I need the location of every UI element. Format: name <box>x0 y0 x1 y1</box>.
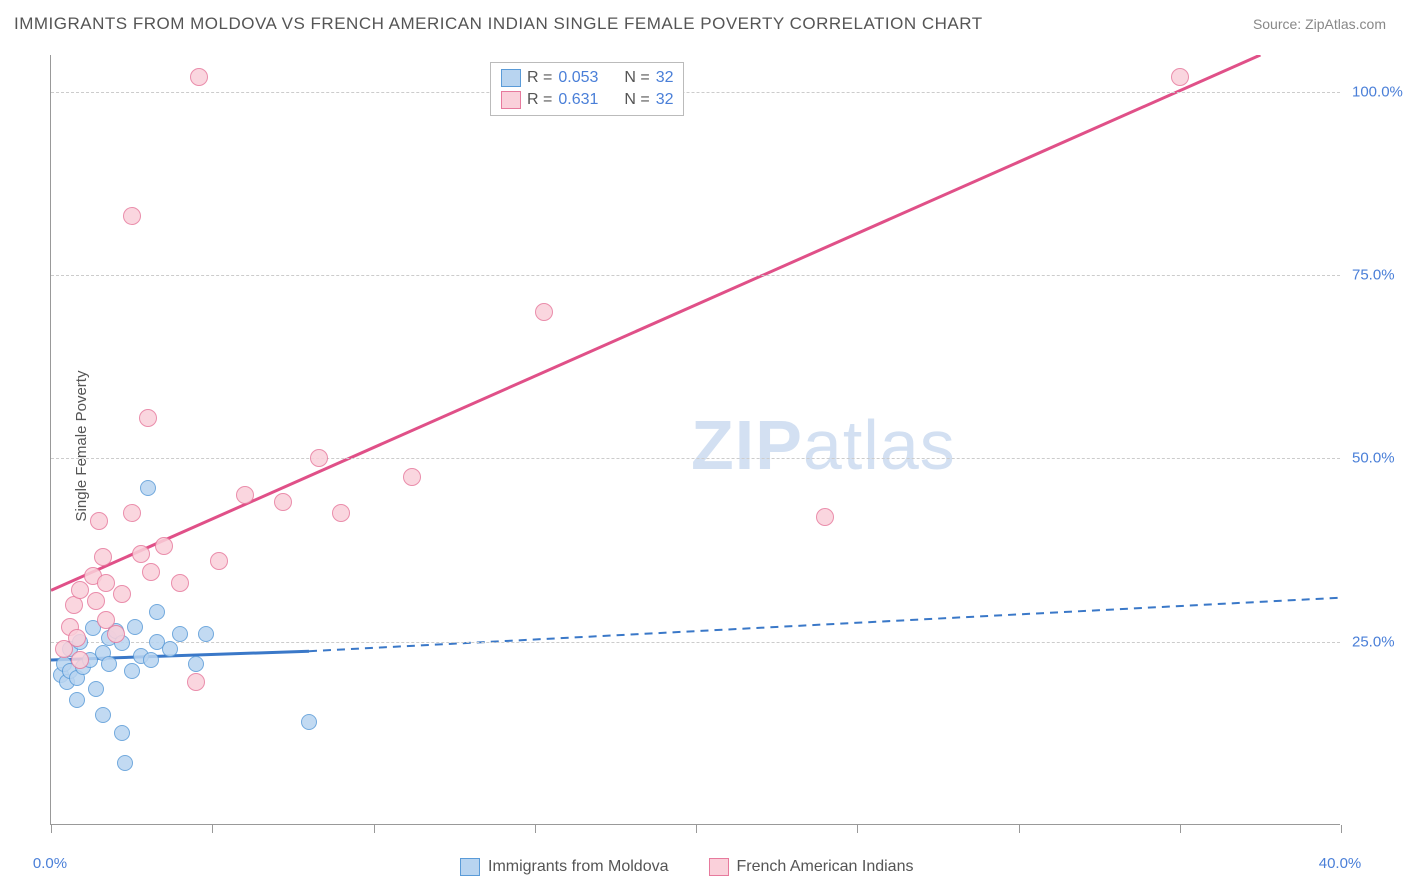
data-point <box>1171 68 1189 86</box>
r-value-1: 0.053 <box>558 69 608 87</box>
grid-line <box>51 275 1340 276</box>
y-tick-label: 50.0% <box>1352 450 1395 467</box>
x-tick <box>51 825 52 833</box>
watermark-light: atlas <box>803 406 956 484</box>
data-point <box>171 574 189 592</box>
legend-row-1: R = 0.053 N = 32 <box>501 67 673 89</box>
data-point <box>71 581 89 599</box>
data-point <box>94 548 112 566</box>
data-point <box>68 629 86 647</box>
data-point <box>90 512 108 530</box>
watermark-bold: ZIP <box>691 406 803 484</box>
data-point <box>140 480 156 496</box>
r-label: R = <box>527 69 552 87</box>
grid-line <box>51 92 1340 93</box>
legend-correlation: R = 0.053 N = 32 R = 0.631 N = 32 <box>490 62 684 116</box>
legend-item-2: French American Indians <box>709 858 914 876</box>
data-point <box>236 486 254 504</box>
data-point <box>535 303 553 321</box>
y-tick-label: 25.0% <box>1352 633 1395 650</box>
data-point <box>97 574 115 592</box>
x-tick <box>1341 825 1342 833</box>
data-point <box>310 449 328 467</box>
legend-series: Immigrants from Moldova French American … <box>460 858 913 876</box>
data-point <box>127 619 143 635</box>
grid-line <box>51 642 1340 643</box>
n-value-2: 32 <box>656 91 674 109</box>
data-point <box>155 537 173 555</box>
data-point <box>188 656 204 672</box>
n-label-2: N = <box>624 91 649 109</box>
swatch-series1 <box>501 69 521 87</box>
data-point <box>139 409 157 427</box>
swatch-bottom-1 <box>460 858 480 876</box>
data-point <box>114 725 130 741</box>
data-point <box>107 625 125 643</box>
x-tick <box>1019 825 1020 833</box>
legend-row-2: R = 0.631 N = 32 <box>501 89 673 111</box>
data-point <box>69 692 85 708</box>
data-point <box>198 626 214 642</box>
data-point <box>172 626 188 642</box>
x-tick <box>535 825 536 833</box>
n-label: N = <box>624 69 649 87</box>
n-value-1: 32 <box>656 69 674 87</box>
data-point <box>190 68 208 86</box>
data-point <box>123 207 141 225</box>
y-tick-label: 75.0% <box>1352 267 1395 284</box>
data-point <box>332 504 350 522</box>
legend-label-2: French American Indians <box>737 858 914 876</box>
grid-line <box>51 458 1340 459</box>
plot-area: ZIPatlas <box>50 55 1340 825</box>
r-value-2: 0.631 <box>558 91 608 109</box>
data-point <box>816 508 834 526</box>
x-tick <box>696 825 697 833</box>
data-point <box>301 714 317 730</box>
y-tick-label: 100.0% <box>1352 83 1403 100</box>
x-tick <box>212 825 213 833</box>
data-point <box>101 656 117 672</box>
swatch-bottom-2 <box>709 858 729 876</box>
chart-svg <box>51 55 1341 825</box>
data-point <box>71 651 89 669</box>
x-tick <box>857 825 858 833</box>
chart-title: IMMIGRANTS FROM MOLDOVA VS FRENCH AMERIC… <box>14 14 983 34</box>
data-point <box>124 663 140 679</box>
watermark: ZIPatlas <box>691 405 956 485</box>
x-tick <box>1180 825 1181 833</box>
data-point <box>403 468 421 486</box>
data-point <box>113 585 131 603</box>
data-point <box>274 493 292 511</box>
data-point <box>210 552 228 570</box>
x-tick <box>374 825 375 833</box>
data-point <box>87 592 105 610</box>
data-point <box>123 504 141 522</box>
data-point <box>142 563 160 581</box>
data-point <box>187 673 205 691</box>
data-point <box>95 707 111 723</box>
data-point <box>117 755 133 771</box>
x-tick-label: 0.0% <box>33 855 67 872</box>
x-tick-label: 40.0% <box>1319 855 1362 872</box>
data-point <box>88 681 104 697</box>
swatch-series2 <box>501 91 521 109</box>
data-point <box>132 545 150 563</box>
data-point <box>162 641 178 657</box>
data-point <box>143 652 159 668</box>
r-label-2: R = <box>527 91 552 109</box>
source-label: Source: ZipAtlas.com <box>1253 16 1386 32</box>
legend-item-1: Immigrants from Moldova <box>460 858 669 876</box>
data-point <box>149 604 165 620</box>
legend-label-1: Immigrants from Moldova <box>488 858 669 876</box>
